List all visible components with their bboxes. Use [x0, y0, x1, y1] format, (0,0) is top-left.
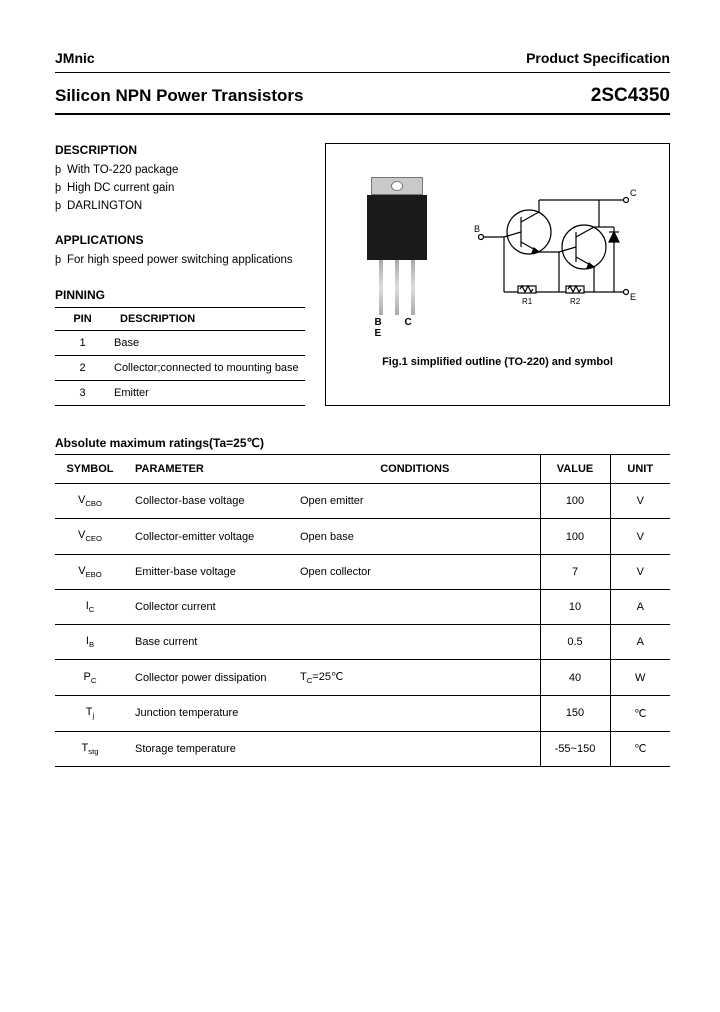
ratings-col-symbol: SYMBOL	[55, 455, 125, 484]
ratings-symbol: IB	[55, 625, 125, 660]
header-rule	[55, 72, 670, 73]
ratings-parameter: Emitter-base voltage	[125, 554, 290, 589]
ratings-row: ICCollector current 10A	[55, 589, 670, 624]
ratings-unit: ℃	[610, 731, 670, 766]
company-name: JMnic	[55, 50, 95, 66]
ratings-col-conditions: CONDITIONS	[290, 455, 540, 484]
ratings-value: 10	[540, 589, 610, 624]
ratings-conditions: Open collector	[290, 554, 540, 589]
applications-heading: APPLICATIONS	[55, 233, 305, 247]
title-rule	[55, 113, 670, 115]
ratings-unit: V	[610, 519, 670, 554]
spec-label: Product Specification	[526, 50, 670, 66]
ratings-symbol: IC	[55, 589, 125, 624]
pinning-pin: 1	[55, 331, 110, 356]
pinning-row: 1 Base	[55, 331, 305, 356]
pinning-desc: Base	[110, 331, 305, 356]
main-columns: DESCRIPTION With TO-220 package High DC …	[55, 143, 670, 406]
package-leg-labels: B C E	[375, 317, 437, 339]
ratings-symbol: PC	[55, 660, 125, 696]
description-item: With TO-220 package	[55, 162, 305, 180]
ratings-row: PCCollector power dissipationTC=25℃40W	[55, 660, 670, 696]
svg-text:R1: R1	[522, 297, 533, 306]
ratings-value: 150	[540, 696, 610, 731]
ratings-parameter: Base current	[125, 625, 290, 660]
ratings-value: 100	[540, 519, 610, 554]
ratings-symbol: Tj	[55, 696, 125, 731]
svg-text:E: E	[630, 292, 636, 302]
pinning-col-desc: DESCRIPTION	[110, 308, 305, 331]
pinning-header-row: PIN DESCRIPTION	[55, 308, 305, 331]
svg-text:R2: R2	[570, 297, 581, 306]
ratings-parameter: Collector-base voltage	[125, 484, 290, 519]
ratings-conditions	[290, 589, 540, 624]
ratings-table: SYMBOL PARAMETER CONDITIONS VALUE UNIT V…	[55, 454, 670, 767]
ratings-parameter: Collector current	[125, 589, 290, 624]
applications-list: For high speed power switching applicati…	[55, 252, 305, 270]
ratings-unit: V	[610, 484, 670, 519]
figure-content: B C E B	[338, 162, 657, 342]
ratings-conditions	[290, 696, 540, 731]
ratings-row: TstgStorage temperature -55~150℃	[55, 731, 670, 766]
ratings-symbol: VCEO	[55, 519, 125, 554]
package-outline-icon: B C E	[357, 177, 437, 327]
applications-item: For high speed power switching applicati…	[55, 252, 305, 270]
svg-text:C: C	[630, 188, 637, 198]
ratings-parameter: Storage temperature	[125, 731, 290, 766]
document-title-row: Silicon NPN Power Transistors 2SC4350	[55, 85, 670, 107]
ratings-value: 7	[540, 554, 610, 589]
document-title: Silicon NPN Power Transistors	[55, 86, 303, 106]
ratings-value: -55~150	[540, 731, 610, 766]
ratings-row: IBBase current 0.5A	[55, 625, 670, 660]
schematic-symbol-icon: B	[474, 182, 639, 322]
ratings-value: 0.5	[540, 625, 610, 660]
ratings-parameter: Junction temperature	[125, 696, 290, 731]
pinning-row: 3 Emitter	[55, 381, 305, 406]
page-header: JMnic Product Specification	[55, 50, 670, 66]
figure-box: B C E B	[325, 143, 670, 406]
ratings-symbol: Tstg	[55, 731, 125, 766]
pinning-col-pin: PIN	[55, 308, 110, 331]
pinning-desc: Emitter	[110, 381, 305, 406]
ratings-row: VEBOEmitter-base voltageOpen collector7V	[55, 554, 670, 589]
ratings-unit: A	[610, 625, 670, 660]
ratings-unit: A	[610, 589, 670, 624]
ratings-symbol: VCBO	[55, 484, 125, 519]
pinning-pin: 3	[55, 381, 110, 406]
ratings-conditions	[290, 731, 540, 766]
ratings-row: VCBOCollector-base voltageOpen emitter10…	[55, 484, 670, 519]
ratings-unit: ℃	[610, 696, 670, 731]
pinning-pin: 2	[55, 356, 110, 381]
ratings-symbol: VEBO	[55, 554, 125, 589]
ratings-row: TjJunction temperature 150℃	[55, 696, 670, 731]
ratings-conditions	[290, 625, 540, 660]
ratings-col-unit: UNIT	[610, 455, 670, 484]
ratings-col-parameter: PARAMETER	[125, 455, 290, 484]
ratings-parameter: Collector-emitter voltage	[125, 519, 290, 554]
ratings-conditions: Open base	[290, 519, 540, 554]
pinning-heading: PINNING	[55, 288, 305, 302]
part-number: 2SC4350	[591, 85, 670, 107]
description-item: DARLINGTON	[55, 198, 305, 216]
ratings-header-row: SYMBOL PARAMETER CONDITIONS VALUE UNIT	[55, 455, 670, 484]
pinning-row: 2 Collector;connected to mounting base	[55, 356, 305, 381]
pinning-table: PIN DESCRIPTION 1 Base 2 Collector;conne…	[55, 307, 305, 406]
description-list: With TO-220 package High DC current gain…	[55, 162, 305, 215]
description-heading: DESCRIPTION	[55, 143, 305, 157]
ratings-heading: Absolute maximum ratings(Ta=25℃)	[55, 436, 670, 450]
ratings-value: 40	[540, 660, 610, 696]
ratings-conditions: TC=25℃	[290, 660, 540, 696]
pinning-desc: Collector;connected to mounting base	[110, 356, 305, 381]
svg-text:B: B	[474, 224, 480, 234]
ratings-col-value: VALUE	[540, 455, 610, 484]
ratings-unit: W	[610, 660, 670, 696]
description-item: High DC current gain	[55, 180, 305, 198]
figure-caption: Fig.1 simplified outline (TO-220) and sy…	[382, 356, 613, 368]
ratings-conditions: Open emitter	[290, 484, 540, 519]
ratings-row: VCEOCollector-emitter voltageOpen base10…	[55, 519, 670, 554]
ratings-value: 100	[540, 484, 610, 519]
ratings-unit: V	[610, 554, 670, 589]
left-column: DESCRIPTION With TO-220 package High DC …	[55, 143, 305, 406]
ratings-parameter: Collector power dissipation	[125, 660, 290, 696]
